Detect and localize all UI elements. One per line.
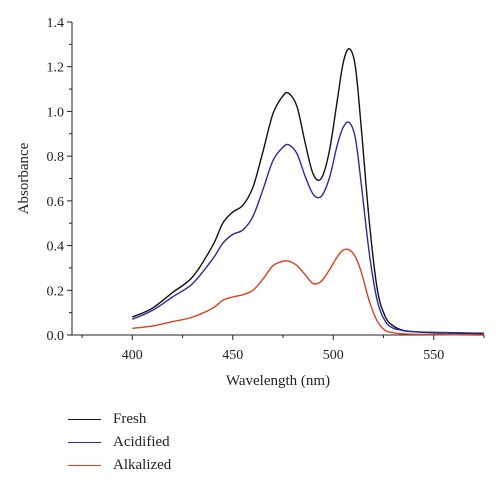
legend-swatch-fresh [68, 419, 101, 420]
absorbance-chart: 0.0 0.2 0.4 0.6 0.8 1.0 1.2 1.4 400 450 500 550 Abs… [16, 16, 485, 389]
y-tick-label: 0.4 [47, 240, 65, 255]
legend-label-alkalized: Alkalized [113, 457, 172, 473]
y-tick-label: 1.4 [47, 16, 65, 31]
y-tick-label: 0.0 [47, 329, 65, 344]
series-line-fresh [132, 48, 485, 335]
plot-area: 0.0 0.2 0.4 0.6 0.8 1.0 1.2 1.4 400 450 500 550 [47, 16, 485, 363]
legend-label-fresh: Fresh [113, 411, 147, 427]
x-tick-label: 400 [122, 348, 143, 363]
series-line-acidified [132, 121, 485, 334]
x-tick-label: 450 [222, 348, 243, 363]
y-tick-label: 0.8 [47, 150, 65, 165]
y-tick-label: 0.2 [47, 284, 65, 299]
y-tick-label: 1.0 [47, 105, 65, 120]
legend-item-alkalized: Alkalized [68, 454, 171, 477]
y-tick-label: 0.6 [47, 195, 65, 210]
x-tick-label: 500 [323, 348, 344, 363]
legend-label-acidified: Acidified [113, 434, 170, 450]
x-axis-title: Wavelength (nm) [226, 373, 330, 389]
series-line-alkalized [132, 248, 485, 336]
legend-swatch-alkalized [68, 465, 101, 466]
legend-item-fresh: Fresh [68, 408, 171, 431]
legend: Fresh Acidified Alkalized [68, 408, 171, 477]
y-axis-title: Absorbance [16, 142, 32, 214]
legend-swatch-acidified [68, 442, 101, 443]
x-tick-label: 550 [423, 348, 444, 363]
y-tick-label: 1.2 [47, 61, 65, 76]
legend-item-acidified: Acidified [68, 431, 171, 454]
